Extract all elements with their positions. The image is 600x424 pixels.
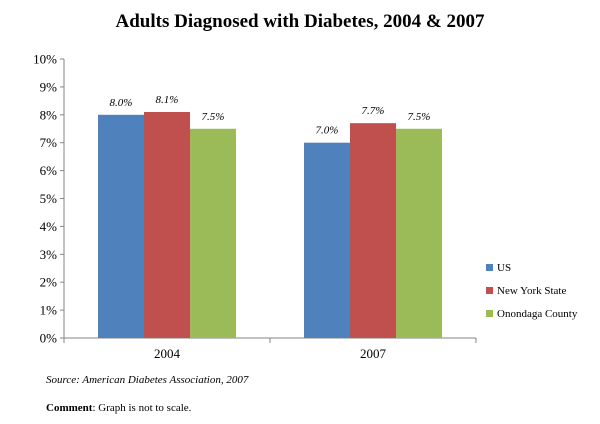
y-tick-label: 5% bbox=[40, 191, 58, 206]
data-label: 8.1% bbox=[156, 94, 179, 106]
y-tick-label: 4% bbox=[40, 219, 58, 234]
bar-onondaga-county-2004 bbox=[190, 128, 236, 338]
y-tick-label: 9% bbox=[40, 79, 58, 94]
y-tick-label: 3% bbox=[40, 247, 58, 262]
chart-title: Adults Diagnosed with Diabetes, 2004 & 2… bbox=[116, 11, 485, 32]
bar-new-york-state-2007 bbox=[350, 123, 396, 338]
source-note: Source: American Diabetes Association, 2… bbox=[46, 374, 249, 386]
data-label: 7.7% bbox=[362, 105, 385, 117]
data-label: 7.0% bbox=[316, 125, 339, 137]
bar-onondaga-county-2007 bbox=[396, 128, 442, 338]
comment-label: Comment bbox=[46, 402, 93, 414]
legend-swatch bbox=[486, 287, 493, 294]
y-tick-label: 0% bbox=[40, 331, 58, 346]
comment-text: : Graph is not to scale. bbox=[92, 402, 192, 414]
bar-us-2007 bbox=[304, 142, 350, 338]
y-tick-label: 7% bbox=[40, 135, 58, 150]
data-label: 7.5% bbox=[202, 111, 225, 123]
data-label: 8.0% bbox=[110, 97, 133, 109]
x-tick-label: 2004 bbox=[154, 346, 181, 361]
legend-label: New York State bbox=[497, 285, 566, 297]
comment-note: Comment: Graph is not to scale. bbox=[46, 402, 191, 414]
y-tick-label: 10% bbox=[33, 52, 57, 67]
x-tick-label: 2007 bbox=[360, 346, 387, 361]
bar-new-york-state-2004 bbox=[144, 112, 190, 338]
legend-label: Onondaga County bbox=[497, 308, 578, 320]
y-tick-label: 8% bbox=[40, 107, 58, 122]
data-label: 7.5% bbox=[408, 111, 431, 123]
plot-area: 0% 1% 2% 3% 4% 5% 6% 7% 8% 9% 10% 8.0% 8.1% 7.5% 2004 7… bbox=[33, 52, 477, 361]
y-tick-label: 2% bbox=[40, 275, 58, 290]
legend-swatch bbox=[486, 310, 493, 317]
bar-us-2004 bbox=[98, 114, 144, 338]
legend-swatch bbox=[486, 264, 493, 271]
legend-label: US bbox=[497, 262, 511, 274]
y-tick-label: 6% bbox=[40, 163, 58, 178]
legend: US New York State Onondaga County bbox=[486, 262, 578, 320]
y-tick-label: 1% bbox=[40, 303, 58, 318]
